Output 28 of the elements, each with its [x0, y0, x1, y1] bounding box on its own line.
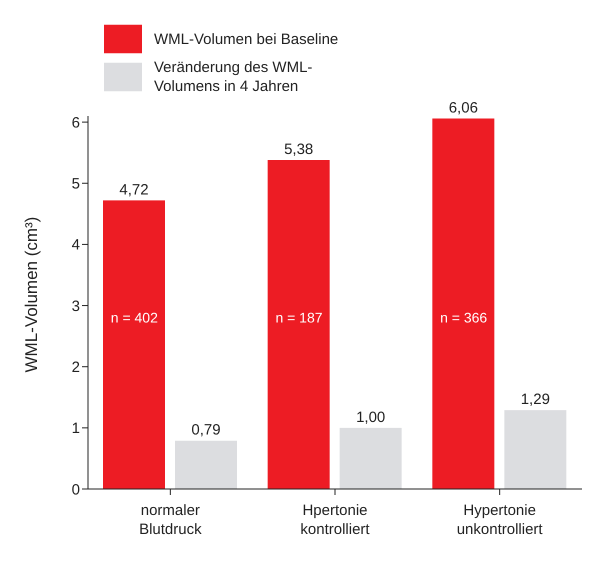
data-label: 6,06: [448, 99, 478, 116]
annotation: n = 366: [440, 309, 488, 326]
data-label: 4,72: [119, 181, 149, 198]
data-label: 5,38: [284, 141, 314, 158]
bar: [103, 200, 165, 489]
legend-label: Veränderung des WML-Volumens in 4 Jahren: [154, 58, 314, 96]
y-tick-label: 3: [72, 298, 80, 315]
x-tick-label: Hypertonie unkontrolliert: [456, 502, 544, 538]
bar: [268, 160, 330, 489]
y-tick-label: 5: [72, 176, 80, 193]
y-axis-title: WML-Volumen (cm³): [22, 216, 42, 372]
bar: [340, 428, 402, 489]
x-tick-label: normaler Blutdruck: [139, 502, 202, 538]
y-tick-label: 4: [72, 236, 80, 254]
annotation: n = 402: [110, 309, 158, 326]
bar: [432, 118, 494, 489]
y-tick-label: 2: [72, 359, 80, 376]
y-tick-label: 0: [72, 481, 80, 498]
bar: [175, 440, 237, 489]
data-label: 0,79: [191, 422, 221, 439]
data-label: 1,00: [356, 408, 386, 426]
x-tick-label: Hpertonie kontrolliert: [300, 502, 370, 538]
data-label: 1,29: [520, 391, 550, 408]
bar: [504, 410, 566, 489]
y-tick-label: 1: [72, 420, 80, 438]
y-tick-label: 6: [72, 114, 80, 132]
legend-label: WML-Volumen bei Baseline: [154, 30, 340, 48]
annotation: n = 187: [275, 309, 323, 326]
